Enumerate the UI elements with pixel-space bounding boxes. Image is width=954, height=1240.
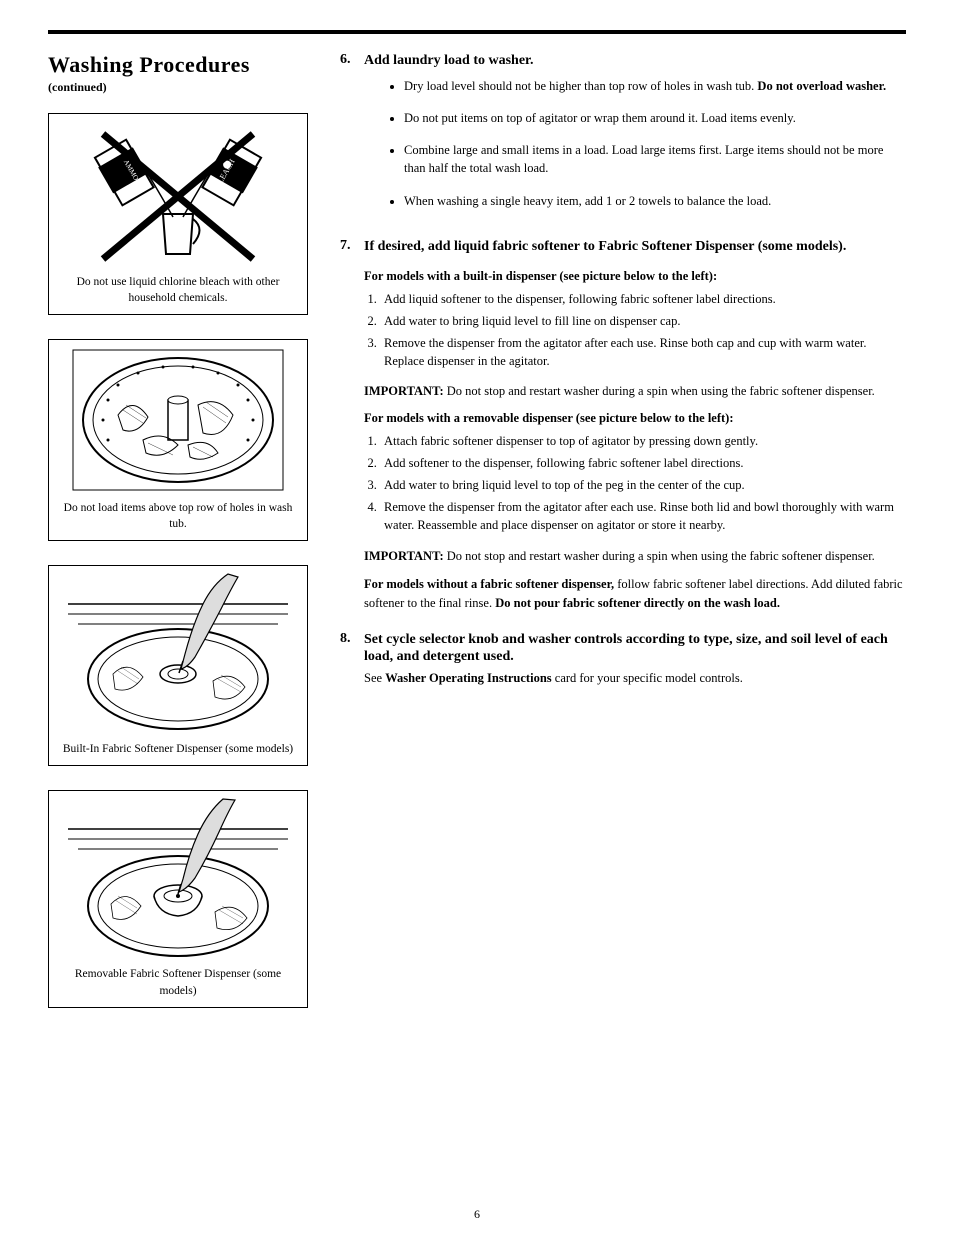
important-label: IMPORTANT: [364,549,444,563]
step-8: 8. Set cycle selector knob and washer co… [340,631,906,688]
figure-builtin-dispenser: Built-In Fabric Softener Dispenser (some… [48,565,308,766]
figure-caption: Built-In Fabric Softener Dispenser (some… [49,741,307,757]
step-body: If desired, add liquid fabric softener t… [364,238,906,255]
without-bold: For models without a fabric softener dis… [364,577,614,591]
step-body: Set cycle selector knob and washer contr… [364,631,906,688]
builtin-list: Add liquid softener to the dispenser, fo… [340,290,906,371]
bullet-text: Do not put items on top of agitator or w… [404,111,796,125]
removable-heading: For models with a removable dispenser (s… [364,411,906,426]
list-item: Dry load level should not be higher than… [404,77,906,95]
figure-removable-image [49,791,307,966]
section-subtitle: (continued) [48,80,308,95]
step6-bullets: Dry load level should not be higher than… [364,77,906,210]
list-item: Add liquid softener to the dispenser, fo… [380,290,906,308]
important-note-1: IMPORTANT: Do not stop and restart washe… [364,382,906,401]
figure-removable-dispenser: Removable Fabric Softener Dispenser (som… [48,790,308,1007]
figure-builtin-image [49,566,307,741]
step8-text: See Washer Operating Instructions card f… [364,669,906,688]
important-text: Do not stop and restart washer during a … [444,384,875,398]
figure-load-image [49,340,307,500]
important-note-2: IMPORTANT: Do not stop and restart washe… [364,547,906,566]
text-bold: Washer Operating Instructions [385,671,551,685]
figure-load-level: Do not load items above top row of holes… [48,339,308,541]
page-number: 6 [0,1207,954,1222]
step-title: If desired, add liquid fabric softener t… [364,239,846,254]
list-item: Do not put items on top of agitator or w… [404,109,906,127]
bullet-text: When washing a single heavy item, add 1 … [404,194,771,208]
step-7: 7. If desired, add liquid fabric softene… [340,238,906,255]
list-item: Attach fabric softener dispenser to top … [380,432,906,450]
top-rule [48,30,906,34]
figure-caption: Removable Fabric Softener Dispenser (som… [49,966,307,998]
list-item: Add water to bring liquid level to top o… [380,476,906,494]
important-text: Do not stop and restart washer during a … [444,549,875,563]
step-title-main: If desired, add liquid fabric softener t… [364,239,754,254]
builtin-heading: For models with a built-in dispenser (se… [364,269,906,284]
step-title-suffix: (some models). [754,239,846,254]
list-item: Add water to bring liquid level to fill … [380,312,906,330]
right-column: 6. Add laundry load to washer. Dry load … [340,52,906,1032]
figure-bleach-image: AMMONIA BLEACH [49,114,307,274]
removable-list: Attach fabric softener dispenser to top … [340,432,906,535]
step-number: 7. [340,238,364,255]
step-number: 8. [340,631,364,688]
list-item: Remove the dispenser from the agitator a… [380,498,906,534]
important-label: IMPORTANT: [364,384,444,398]
text-post: card for your specific model controls. [552,671,743,685]
figure-caption: Do not use liquid chlorine bleach with o… [49,274,307,306]
list-item: Combine large and small items in a load.… [404,141,906,177]
list-item: Remove the dispenser from the agitator a… [380,334,906,370]
bullet-bold: Do not overload washer. [757,79,886,93]
figure-bleach-warning: AMMONIA BLEACH [48,113,308,315]
step-number: 6. [340,52,364,224]
without-bold2: Do not pour fabric softener directly on … [495,596,780,610]
bullet-text: Combine large and small items in a load.… [404,143,883,175]
step-title: Add laundry load to washer. [364,53,533,68]
page-columns: Washing Procedures (continued) AMMONIA [48,52,906,1032]
section-title: Washing Procedures [48,52,308,78]
list-item: Add softener to the dispenser, following… [380,454,906,472]
bullet-text: Dry load level should not be higher than… [404,79,757,93]
figure-caption: Do not load items above top row of holes… [49,500,307,532]
step-title: Set cycle selector knob and washer contr… [364,632,888,664]
left-column: Washing Procedures (continued) AMMONIA [48,52,308,1032]
list-item: When washing a single heavy item, add 1 … [404,192,906,210]
step-body: Add laundry load to washer. Dry load lev… [364,52,906,224]
step-6: 6. Add laundry load to washer. Dry load … [340,52,906,224]
without-dispenser-note: For models without a fabric softener dis… [364,575,906,613]
text-pre: See [364,671,385,685]
